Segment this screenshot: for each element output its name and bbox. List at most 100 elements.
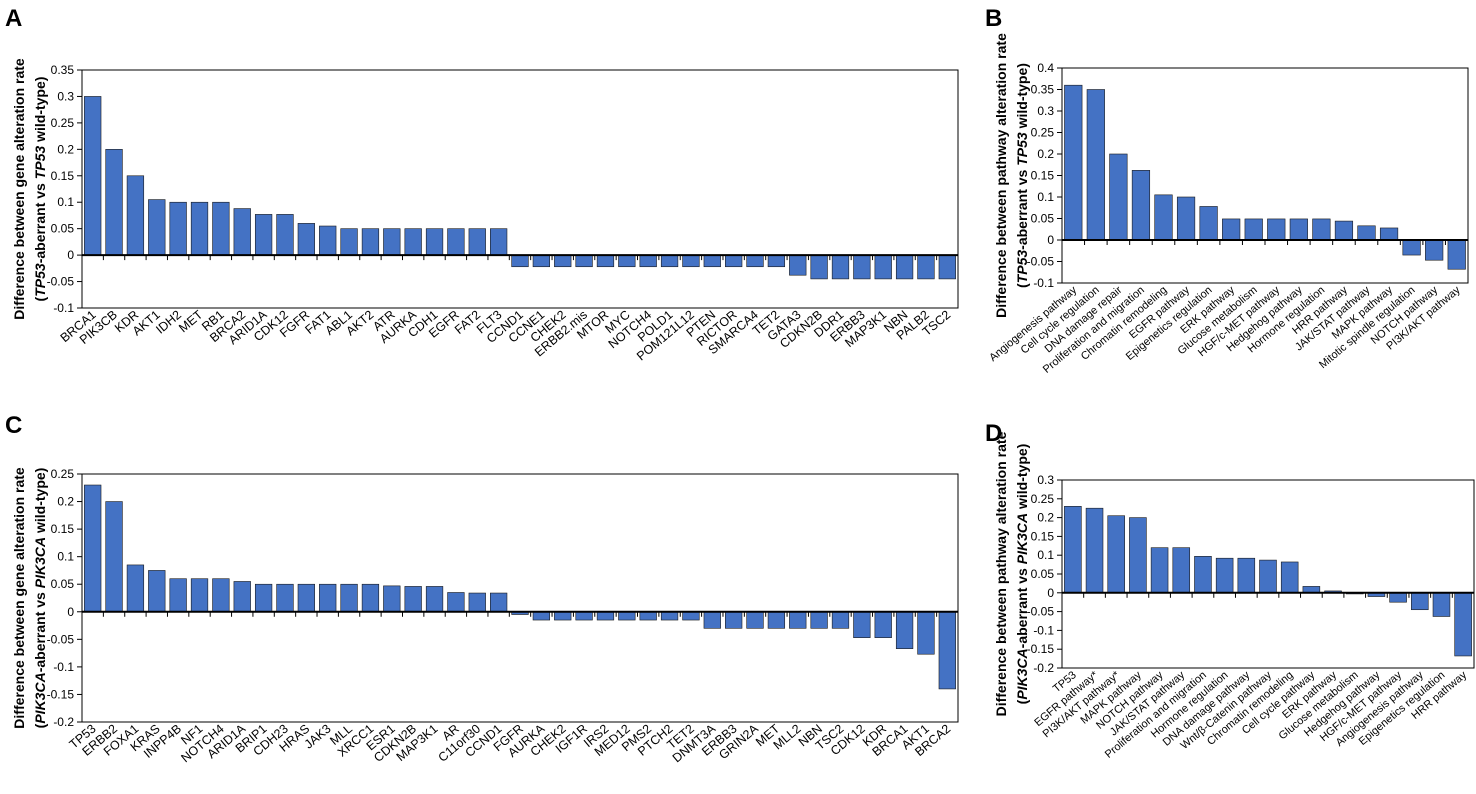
bar	[361, 583, 380, 613]
bar	[1402, 239, 1421, 256]
y-tick-label: 0.1	[57, 550, 74, 564]
y-tick-label: 0.35	[51, 63, 75, 77]
bar	[831, 611, 850, 629]
y-tick-label: -0.2	[53, 715, 74, 729]
bar	[1199, 206, 1218, 241]
bar	[1244, 218, 1263, 241]
y-axis-label-gene: TP53	[1014, 250, 1030, 284]
bar	[554, 254, 572, 268]
bar	[853, 254, 871, 280]
y-axis-label-part: wild-type)	[32, 77, 48, 146]
bar	[554, 611, 572, 621]
y-tick-label: -0.1	[1033, 623, 1054, 637]
bar	[383, 585, 401, 613]
bar	[660, 254, 679, 268]
y-tick-label: -0.15	[1027, 642, 1055, 656]
bar	[682, 611, 700, 621]
bar	[425, 586, 444, 613]
y-tick-label: 0.25	[51, 116, 75, 130]
y-tick-label: 0.1	[1037, 190, 1054, 204]
bar	[1086, 89, 1105, 241]
bar	[190, 578, 209, 613]
bar	[1064, 506, 1082, 594]
bar	[1389, 592, 1407, 603]
bar	[361, 228, 380, 256]
bar	[84, 96, 102, 256]
bar	[1334, 220, 1354, 241]
y-tick-label: 0.4	[1037, 61, 1054, 75]
bar	[404, 228, 422, 256]
panel-letter: B	[985, 5, 1002, 32]
bar	[276, 214, 294, 256]
y-tick-label: -0.15	[47, 687, 75, 701]
bar	[938, 254, 956, 280]
y-axis-label-line2: (PIK3CA-aberrant vs PIK3CA wild-type)	[32, 468, 48, 729]
bar	[1379, 227, 1399, 241]
bar	[810, 611, 828, 629]
bar	[105, 149, 123, 256]
panel-letter: D	[985, 420, 1002, 447]
y-tick-label: -0.1	[53, 660, 74, 674]
bar	[340, 583, 358, 613]
bar	[767, 611, 786, 629]
bar	[789, 611, 807, 629]
bar	[874, 611, 892, 638]
y-axis-label-part: (	[32, 723, 48, 728]
y-axis-label-line1: Difference between pathway alteration ra…	[993, 431, 1009, 716]
bar	[596, 254, 615, 268]
bar	[682, 254, 700, 268]
panel-a: A -0.1 -0.05 0 0.05 0.1 0.15 0.2 0.25 0.3 0.35 Diff…	[5, 5, 959, 363]
bar	[1131, 170, 1151, 241]
bar	[383, 228, 401, 256]
bar	[703, 611, 721, 629]
y-tick-label: 0.25	[51, 467, 75, 481]
bar	[447, 228, 465, 256]
y-tick-label: -0.1	[1033, 276, 1054, 290]
bar	[1280, 561, 1299, 594]
bar	[276, 583, 294, 613]
bar	[212, 201, 230, 256]
bar	[725, 254, 743, 268]
bar	[895, 611, 914, 650]
y-tick-label: 0.25	[1031, 126, 1055, 140]
plot-frame	[81, 69, 959, 309]
y-axis-label-gene: PIK3CA	[1014, 648, 1030, 699]
bar	[148, 570, 166, 613]
bar	[340, 228, 358, 256]
y-axis-label-gene: TP53	[1014, 132, 1030, 166]
y-axis-label-gene: TP53	[32, 146, 48, 180]
y-axis-label-part: -aberrant vs	[1014, 166, 1030, 250]
panel-letter: C	[5, 412, 22, 439]
bar	[917, 611, 935, 655]
bar	[917, 254, 935, 280]
bar	[1312, 218, 1331, 241]
bar	[212, 578, 230, 613]
bar	[1064, 84, 1083, 241]
bar	[511, 254, 529, 268]
y-axis-label-line1: Difference between gene alteration rate	[11, 58, 27, 320]
y-tick-label: -0.1	[53, 301, 74, 315]
y-axis-label-part: wild-type)	[1014, 63, 1030, 132]
y-tick-label: 0.15	[1031, 169, 1055, 183]
y-tick-label: 0.2	[1037, 511, 1054, 525]
y-axis-label-line1: Difference between pathway alteration ra…	[993, 33, 1009, 318]
y-tick-label: 0.2	[57, 142, 74, 156]
y-axis-label-part: wild-type)	[32, 468, 48, 537]
bar	[425, 228, 444, 256]
bar	[190, 201, 209, 256]
panel-letter: A	[5, 5, 22, 32]
y-axis-label-part: wild-type)	[1014, 444, 1030, 513]
y-tick-label: 0	[1047, 586, 1054, 600]
bar	[254, 214, 273, 256]
y-axis-label-part: -aberrant vs	[32, 179, 48, 263]
y-axis-label-line1: Difference between gene alteration rate	[11, 467, 27, 729]
y-axis-label-gene: TP53	[32, 263, 48, 297]
y-tick-label: 0.15	[51, 522, 75, 536]
bar	[254, 583, 273, 613]
bar	[938, 611, 956, 690]
bar	[1447, 239, 1466, 270]
bar	[1107, 515, 1125, 594]
y-tick-label: -0.2	[1033, 661, 1054, 675]
bar	[639, 611, 657, 621]
